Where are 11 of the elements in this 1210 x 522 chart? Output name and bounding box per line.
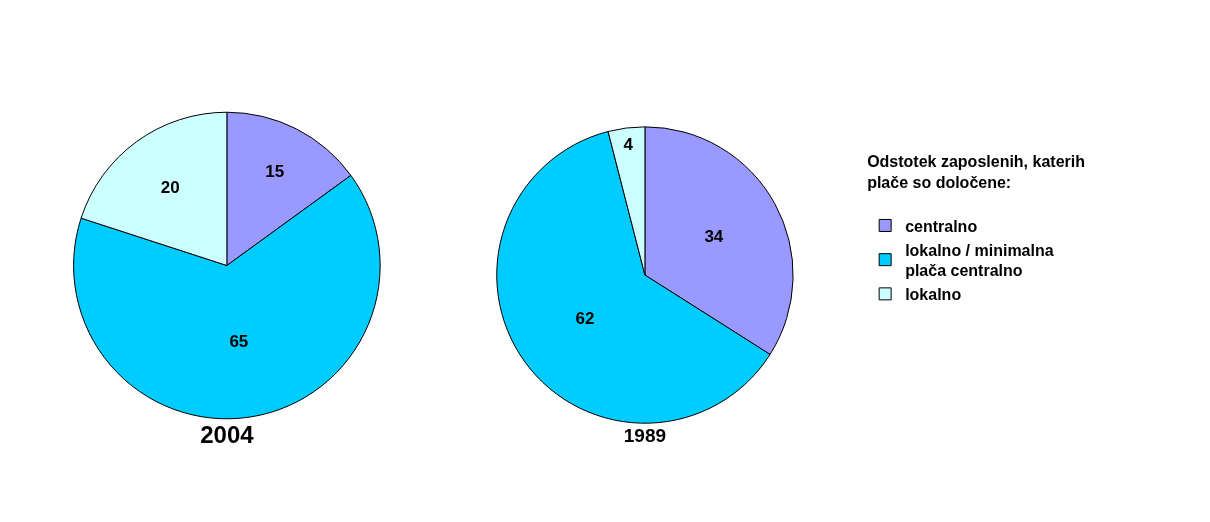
data-label: 20 (160, 177, 180, 197)
legend-label: lokalno (905, 286, 962, 304)
text: 2004 (200, 420, 255, 448)
legend-title: Odstotek zaposlenih, katerih plače so določene: (867, 152, 1085, 191)
data-label: 15 (265, 162, 285, 182)
legend-label: centralno (905, 217, 978, 235)
text: 1989 (623, 425, 667, 447)
data-label: 65 (229, 331, 249, 351)
data-label: 62 (575, 309, 595, 329)
data-label: 34 (704, 227, 724, 247)
data-label: 4 (623, 134, 634, 154)
